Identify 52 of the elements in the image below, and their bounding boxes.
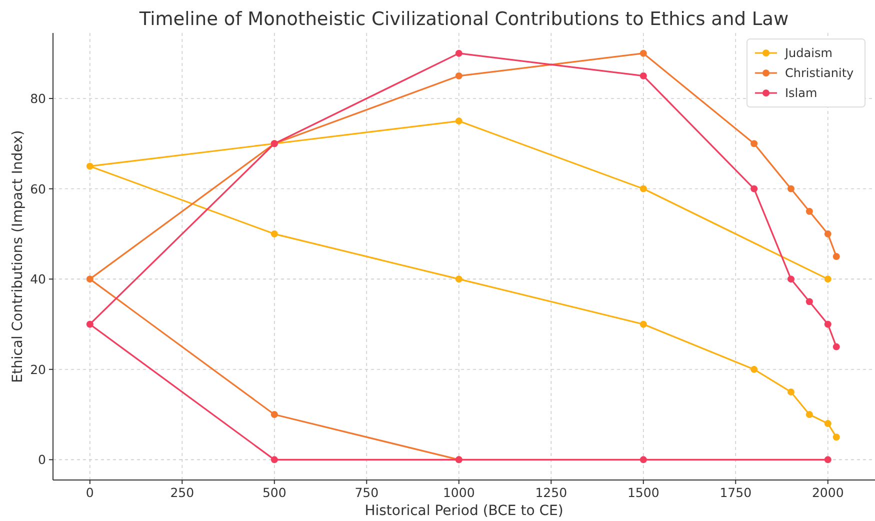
x-tick-label: 750 (354, 485, 379, 500)
point (806, 298, 813, 306)
point (640, 50, 647, 57)
point (824, 230, 832, 238)
legend-label: Islam (785, 86, 818, 100)
chart-title: Timeline of Monotheistic Civilizational Contributions to Ethics and Law (138, 9, 789, 30)
y-tick-label: 0 (38, 452, 46, 468)
point (270, 411, 278, 418)
point (750, 140, 758, 148)
point (787, 276, 794, 283)
point (640, 456, 647, 464)
point (86, 162, 94, 170)
point (806, 411, 813, 418)
x-tick-label: 1000 (442, 485, 475, 500)
y-tick-label: 80 (30, 90, 46, 106)
point (806, 208, 813, 215)
point (750, 185, 758, 192)
y-tick-label: 60 (30, 181, 46, 196)
point (832, 343, 840, 350)
point (832, 253, 840, 260)
x-tick-label: 1250 (535, 485, 568, 500)
point (787, 185, 794, 192)
x-tick-label: 1500 (627, 485, 660, 500)
y-axis-title: Ethical Contributions (Impact Index) (10, 130, 26, 383)
x-tick-label: 2000 (812, 485, 844, 500)
point (640, 185, 647, 192)
point (824, 456, 832, 464)
point (640, 320, 647, 328)
point (270, 230, 278, 238)
y-tick-label: 40 (30, 272, 46, 287)
point (455, 118, 462, 125)
point (750, 366, 758, 373)
point (832, 434, 840, 441)
legend-label: Christianity (785, 66, 854, 80)
point (824, 320, 832, 328)
point (86, 276, 94, 283)
x-tick-label: 0 (86, 485, 94, 500)
x-axis-title: Historical Period (BCE to CE) (364, 503, 564, 519)
point (787, 388, 794, 396)
x-tick-label: 1750 (720, 485, 752, 500)
point (824, 420, 832, 428)
point (824, 276, 832, 283)
point (86, 320, 94, 328)
point (455, 72, 462, 80)
x-tick-label: 250 (170, 485, 194, 500)
point (270, 456, 278, 464)
point (640, 72, 647, 80)
point (455, 276, 462, 283)
y-tick-label: 20 (30, 362, 46, 377)
legend-label: Judaism (784, 46, 832, 60)
x-tick-label: 500 (262, 485, 286, 500)
point (455, 50, 462, 57)
